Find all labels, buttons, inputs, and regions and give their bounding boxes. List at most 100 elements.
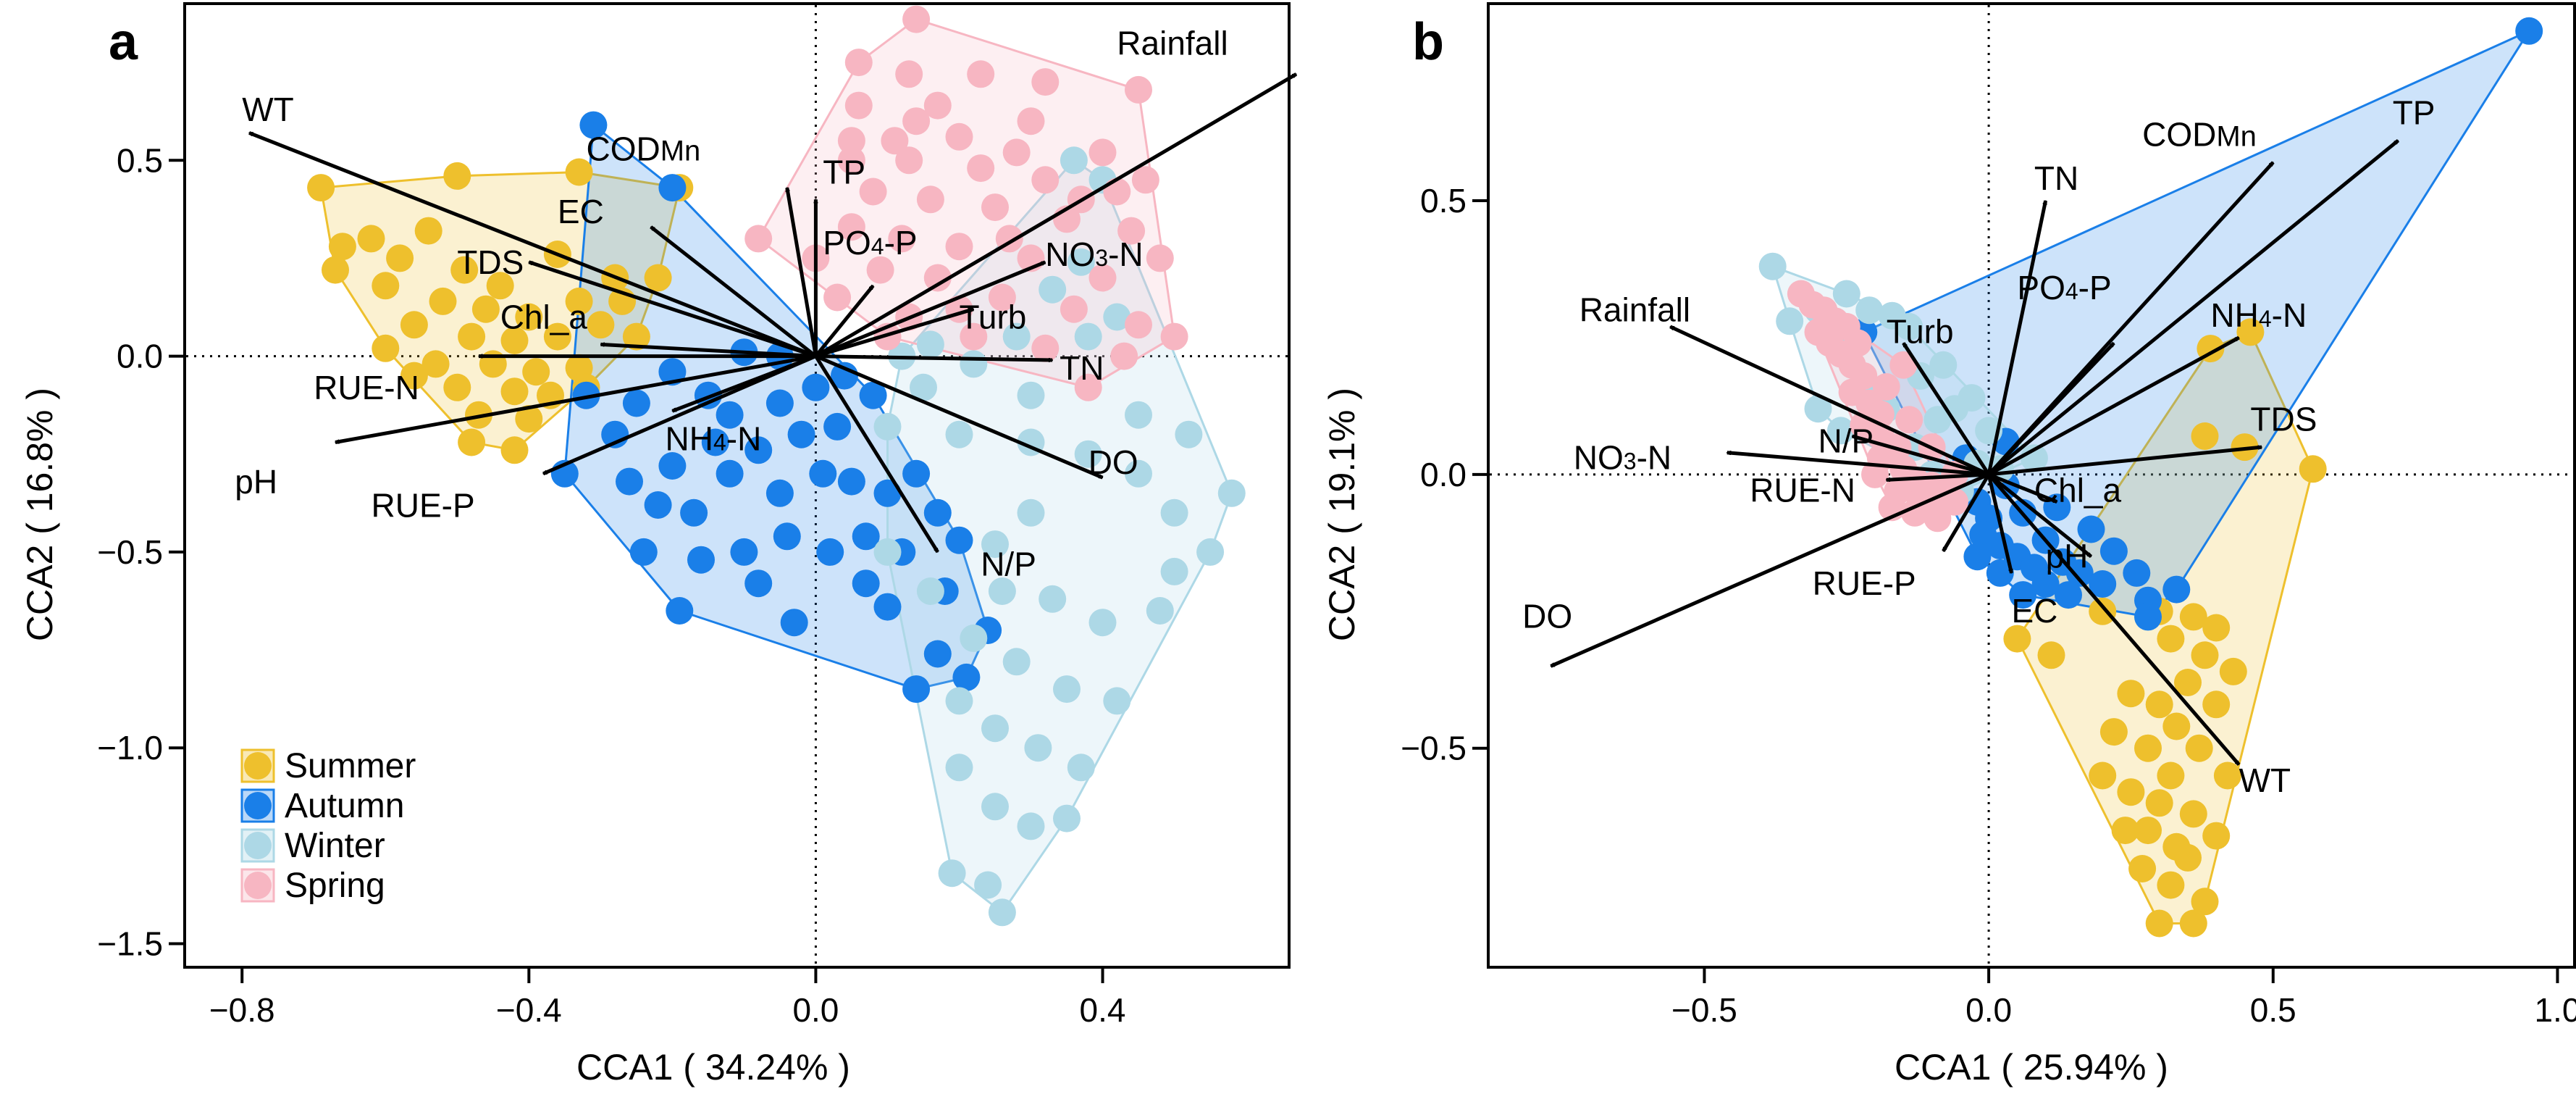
panel-a-point-winter [1067, 248, 1095, 276]
panel-a-point-autumn [780, 609, 808, 637]
panel-a-point-winter [988, 577, 1016, 605]
panel-a-point-spring [1002, 138, 1031, 167]
panel-a-point-winter [1060, 146, 1088, 175]
panel-a-plot-area: WT Rainfall CODMn TP EC PO4-P NO3-N TDS Turb Chl_… [97, 5, 1296, 1029]
panel-b-point-summer [2145, 909, 2173, 938]
panel-b-point-summer [2179, 603, 2207, 631]
panel-a-point-spring [1031, 68, 1060, 96]
panel-a-vector-tn [815, 354, 1052, 360]
panel-a-point-summer [443, 373, 471, 401]
panel-b-point-summer [2089, 597, 2117, 625]
panel-a-point-spring [1017, 107, 1045, 135]
panel-b-y-tick-label: 0.5 [1420, 182, 1467, 220]
panel-a-point-summer [328, 233, 356, 261]
panel-a-vector-rainfall [815, 72, 1296, 358]
panel-a-point-summer [421, 350, 450, 378]
panel-b-point-summer [2157, 871, 2185, 899]
panel-b-point-autumn [1986, 559, 2014, 587]
panel-a-point-spring [823, 283, 852, 312]
panel-a-plot-frame [183, 2, 1291, 969]
panel-b-vector-tp [1987, 138, 2400, 476]
panel-b-point-summer [2202, 690, 2231, 719]
panel-b-vector-nh4-n [1987, 335, 2239, 477]
panel-a-point-winter [916, 330, 944, 359]
panel-a-point-summer [372, 334, 400, 362]
panel-a-point-autumn [716, 459, 744, 488]
panel-a-point-winter [974, 871, 1002, 899]
panel-a-point-autumn [680, 498, 708, 527]
panel-b-label-rue-p: RUE-P [1813, 564, 1916, 602]
panel-a-point-winter [1217, 479, 1246, 507]
panel-a-point-winter [938, 859, 966, 888]
panel-a-point-spring [895, 146, 923, 175]
panel-a-x-tick-label: 0.4 [1080, 991, 1126, 1029]
panel-a-point-summer [443, 162, 471, 190]
panel-a-point-spring [888, 225, 916, 253]
panel-b-point-summer [2111, 817, 2139, 845]
panel-a-point-autumn [687, 546, 715, 574]
panel-a-point-spring [923, 91, 952, 120]
panel-a-point-spring [859, 178, 887, 206]
legend-label-summer: Summer [285, 747, 416, 785]
panel-a-point-spring [945, 233, 973, 261]
panel-a-point-autumn [952, 663, 981, 691]
panel-a-point-autumn [923, 498, 952, 527]
panel-a-point-summer [400, 311, 428, 339]
panel-b-vector-ph [1987, 472, 2093, 559]
panel-a-point-winter [1067, 754, 1095, 782]
panel-a-point-spring [1110, 342, 1138, 370]
panel-a-point-spring [866, 256, 894, 284]
panel-a-point-summer [622, 322, 650, 351]
legend-label-autumn: Autumn [285, 787, 404, 825]
panel-b-point-summer [2202, 822, 2231, 850]
panel-b-point-summer [2117, 680, 2145, 708]
legend-item-autumn: Autumn [240, 787, 404, 825]
panel-b-point-winter [1776, 307, 1804, 335]
panel-a-point-autumn [945, 526, 973, 554]
panel-a-point-winter [1039, 585, 1067, 613]
panel-a-point-autumn [765, 389, 794, 417]
legend: Summer Autumn Winter Spring [240, 747, 416, 905]
panel-b-label-no3-n: NO3-N [1574, 438, 1671, 476]
panel-a-point-spring [1103, 178, 1131, 206]
panel-b-point-autumn [2077, 515, 2105, 543]
panel-a-point-winter [1125, 459, 1152, 488]
panel-a-point-spring [837, 146, 865, 175]
panel-b-vector-turb [1902, 343, 1991, 476]
panel-a-point-autumn [666, 597, 694, 625]
panel-b-label-do: DO [1522, 598, 1572, 635]
panel-a-point-autumn [765, 479, 794, 507]
panel-a-point-summer [543, 322, 571, 351]
panel-a-point-summer [307, 174, 335, 202]
legend-label-spring: Spring [285, 867, 385, 905]
panel-a-label-chl-a: Chl_a [500, 299, 588, 336]
panel-a-vector-chl-a [600, 344, 816, 359]
panel-a-point-spring [837, 127, 865, 155]
panel-b-point-summer [2134, 734, 2162, 762]
panel-a-point-summer [471, 295, 500, 323]
panel-b-vector-n-p [1853, 434, 1989, 477]
panel-b-vector-tds [1988, 447, 2262, 477]
panel-a-point-autumn [658, 358, 687, 386]
panel-a-point-autumn [816, 538, 844, 566]
panel-a-point-autumn [572, 381, 600, 409]
panel-b-letter: b [1412, 13, 1444, 71]
panel-a-point-winter [1024, 734, 1052, 762]
panel-a-point-autumn [831, 362, 858, 390]
panel-b-point-spring [1889, 351, 1918, 379]
panel-a-point-winter [1160, 498, 1188, 527]
panel-a-point-summer [587, 311, 615, 339]
panel-a-point-summer [500, 377, 529, 406]
panel-a-point-autumn [658, 174, 687, 202]
panel-b-vector-rue-n [1887, 472, 1989, 480]
panel-b-point-summer [2037, 641, 2065, 669]
panel-a-point-winter [1146, 597, 1174, 625]
panel-a-point-winter [960, 624, 988, 652]
panel-a-point-spring [1088, 138, 1117, 167]
panel-b-point-summer [2174, 669, 2202, 696]
panel-a-x-axis-title: CCA1 ( 34.24% ) [576, 1047, 850, 1088]
legend-item-spring: Spring [240, 867, 385, 905]
panel-a-point-summer [515, 303, 543, 331]
panel-a-point-summer [414, 217, 442, 245]
panel-b-point-spring [1923, 504, 1952, 533]
